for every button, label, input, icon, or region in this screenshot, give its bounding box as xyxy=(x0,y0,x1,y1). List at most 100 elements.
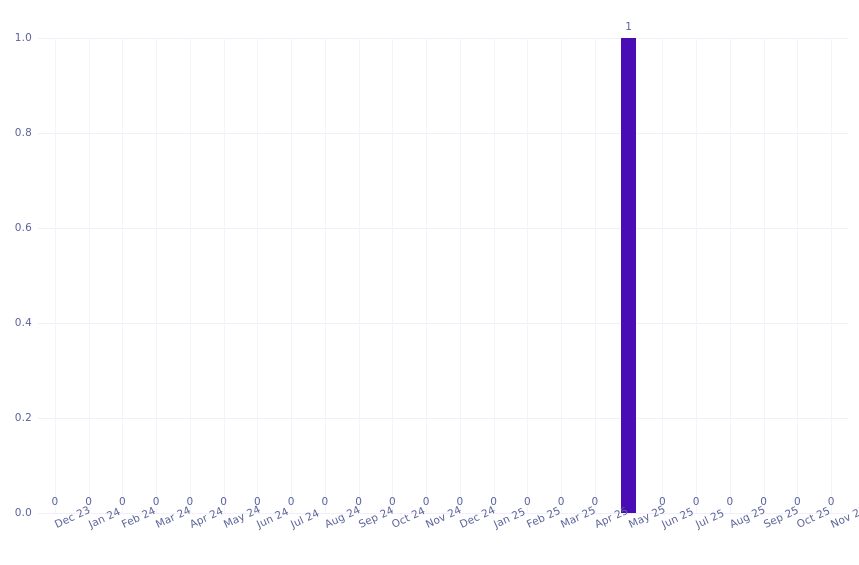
bar-value-label: 0 xyxy=(254,495,261,508)
bar-value-label: 0 xyxy=(659,495,666,508)
bar-value-label: 0 xyxy=(591,495,599,508)
x-axis-tick: Nov 25 xyxy=(814,504,859,565)
bar-value-label: 1 xyxy=(625,20,632,33)
x-axis-tick: Jun 24 xyxy=(241,506,291,565)
bar-value-label: 0 xyxy=(726,495,734,508)
bar-item[interactable]: 0 xyxy=(342,38,376,513)
bar-item[interactable]: 0 xyxy=(679,38,713,513)
y-axis-tick-label: 0.0 xyxy=(14,507,32,519)
gridline-vertical xyxy=(662,38,664,513)
gridline-horizontal xyxy=(38,228,848,229)
gridline-vertical xyxy=(696,38,698,513)
plot-area xyxy=(38,38,848,514)
x-axis-tick: May 25 xyxy=(612,504,667,565)
bar-item[interactable]: 0 xyxy=(38,38,72,513)
x-axis-tick: Sep 25 xyxy=(747,504,801,565)
bar-item[interactable]: 0 xyxy=(207,38,241,513)
bar-item[interactable]: 0 xyxy=(409,38,443,513)
bar-series: 0 0 0 0 0 0 0 0 0 0 0 0 0 0 0 0 0 1 0 0 0 0 0 0 xyxy=(38,21,848,513)
gridline-vertical xyxy=(527,38,529,513)
gridline-vertical xyxy=(189,38,191,513)
gridline-horizontal xyxy=(38,513,848,514)
bar-item[interactable]: 0 xyxy=(376,38,410,513)
y-axis: 0.0 0.2 0.4 0.6 0.8 1.0 xyxy=(0,32,32,519)
bar-item[interactable]: 0 xyxy=(578,38,612,513)
bar-rect[interactable] xyxy=(621,38,637,513)
x-axis-tick: Aug 25 xyxy=(713,504,767,565)
bar-item[interactable]: 0 xyxy=(274,38,308,513)
bar-value-label: 0 xyxy=(152,495,160,508)
bar-item[interactable]: 0 xyxy=(139,38,173,513)
gridline-vertical xyxy=(561,38,563,513)
y-axis-tick-label: 0.2 xyxy=(14,412,32,424)
bar-item[interactable]: 0 xyxy=(308,38,342,513)
x-axis-tick: Jul 24 xyxy=(274,507,321,565)
bar-value-label: 0 xyxy=(490,495,497,508)
x-axis-tick: Oct 24 xyxy=(376,505,427,565)
gridline-horizontal xyxy=(38,38,848,39)
y-axis-tick-label: 0.4 xyxy=(14,317,32,329)
gridline-vertical xyxy=(156,38,158,513)
x-axis-tick: May 24 xyxy=(207,504,262,565)
bar-value-label: 0 xyxy=(827,495,835,508)
bar-item[interactable]: 0 xyxy=(781,38,815,513)
x-axis-tick: Mar 24 xyxy=(139,504,193,565)
bar-value-label: 0 xyxy=(422,495,430,508)
gridline-vertical xyxy=(54,38,56,513)
gridline-horizontal xyxy=(38,418,848,419)
x-axis: Dec 23 Jan 24 Feb 24 Mar 24 Apr 24 May 24 Jun … xyxy=(38,504,859,565)
y-axis-tick-label: 0.8 xyxy=(14,127,32,139)
x-axis-tick: Jan 24 xyxy=(72,506,122,565)
bar-item[interactable]: 0 xyxy=(241,38,275,513)
y-axis-tick-label: 1.0 xyxy=(14,32,32,44)
gridline-vertical xyxy=(426,38,428,513)
gridline-vertical xyxy=(797,38,799,513)
gridline-vertical xyxy=(324,38,326,513)
bar-item[interactable]: 0 xyxy=(646,38,680,513)
bar-item[interactable]: 0 xyxy=(511,38,545,513)
bar-value-label: 0 xyxy=(85,495,92,508)
bar-value-label: 0 xyxy=(287,495,295,508)
bar-value-label: 0 xyxy=(557,495,565,508)
bar-item[interactable]: 0 xyxy=(814,38,848,513)
bar-item[interactable]: 0 xyxy=(106,38,140,513)
x-axis-tick: Jan 25 xyxy=(477,506,527,565)
bar-item[interactable]: 0 xyxy=(747,38,781,513)
bar-value-label: 0 xyxy=(220,495,227,508)
gridline-vertical xyxy=(392,38,394,513)
x-axis-tick: Aug 24 xyxy=(308,504,362,565)
bar-item[interactable]: 1 xyxy=(612,21,646,513)
bar-item[interactable]: 0 xyxy=(72,38,106,513)
x-axis-tick: Apr 25 xyxy=(578,505,630,565)
bar-item[interactable]: 0 xyxy=(544,38,578,513)
gridline-horizontal xyxy=(38,323,848,324)
x-axis-tick: Jun 25 xyxy=(646,506,696,565)
x-axis-tick: Jul 25 xyxy=(679,507,726,565)
bar-value-label: 0 xyxy=(186,495,194,508)
bar-item[interactable]: 0 xyxy=(477,38,511,513)
bar-value-label: 0 xyxy=(524,495,531,508)
x-axis-tick: Feb 25 xyxy=(511,505,563,565)
gridline-vertical xyxy=(459,38,461,513)
bar-value-label: 0 xyxy=(389,495,396,508)
bar-value-label: 0 xyxy=(355,495,362,508)
bar-value-label: 0 xyxy=(51,495,59,508)
bar-item[interactable]: 0 xyxy=(443,38,477,513)
bar-value-label: 0 xyxy=(119,495,126,508)
gridline-vertical xyxy=(594,38,596,513)
gridline-vertical xyxy=(729,38,731,513)
bar-item[interactable]: 0 xyxy=(173,38,207,513)
gridline-vertical xyxy=(493,38,495,513)
gridline-vertical xyxy=(358,38,360,513)
bar-value-label: 0 xyxy=(794,495,801,508)
x-axis-tick: Dec 24 xyxy=(443,504,497,565)
x-axis-tick: Mar 25 xyxy=(544,504,598,565)
bar-item[interactable]: 0 xyxy=(713,38,747,513)
bar-value-label: 0 xyxy=(456,495,464,508)
gridline-vertical xyxy=(831,38,833,513)
gridline-vertical xyxy=(291,38,293,513)
x-axis-tick: Apr 24 xyxy=(173,505,225,565)
gridline-vertical xyxy=(122,38,124,513)
gridline-vertical xyxy=(257,38,259,513)
bar-value-label: 0 xyxy=(692,495,700,508)
